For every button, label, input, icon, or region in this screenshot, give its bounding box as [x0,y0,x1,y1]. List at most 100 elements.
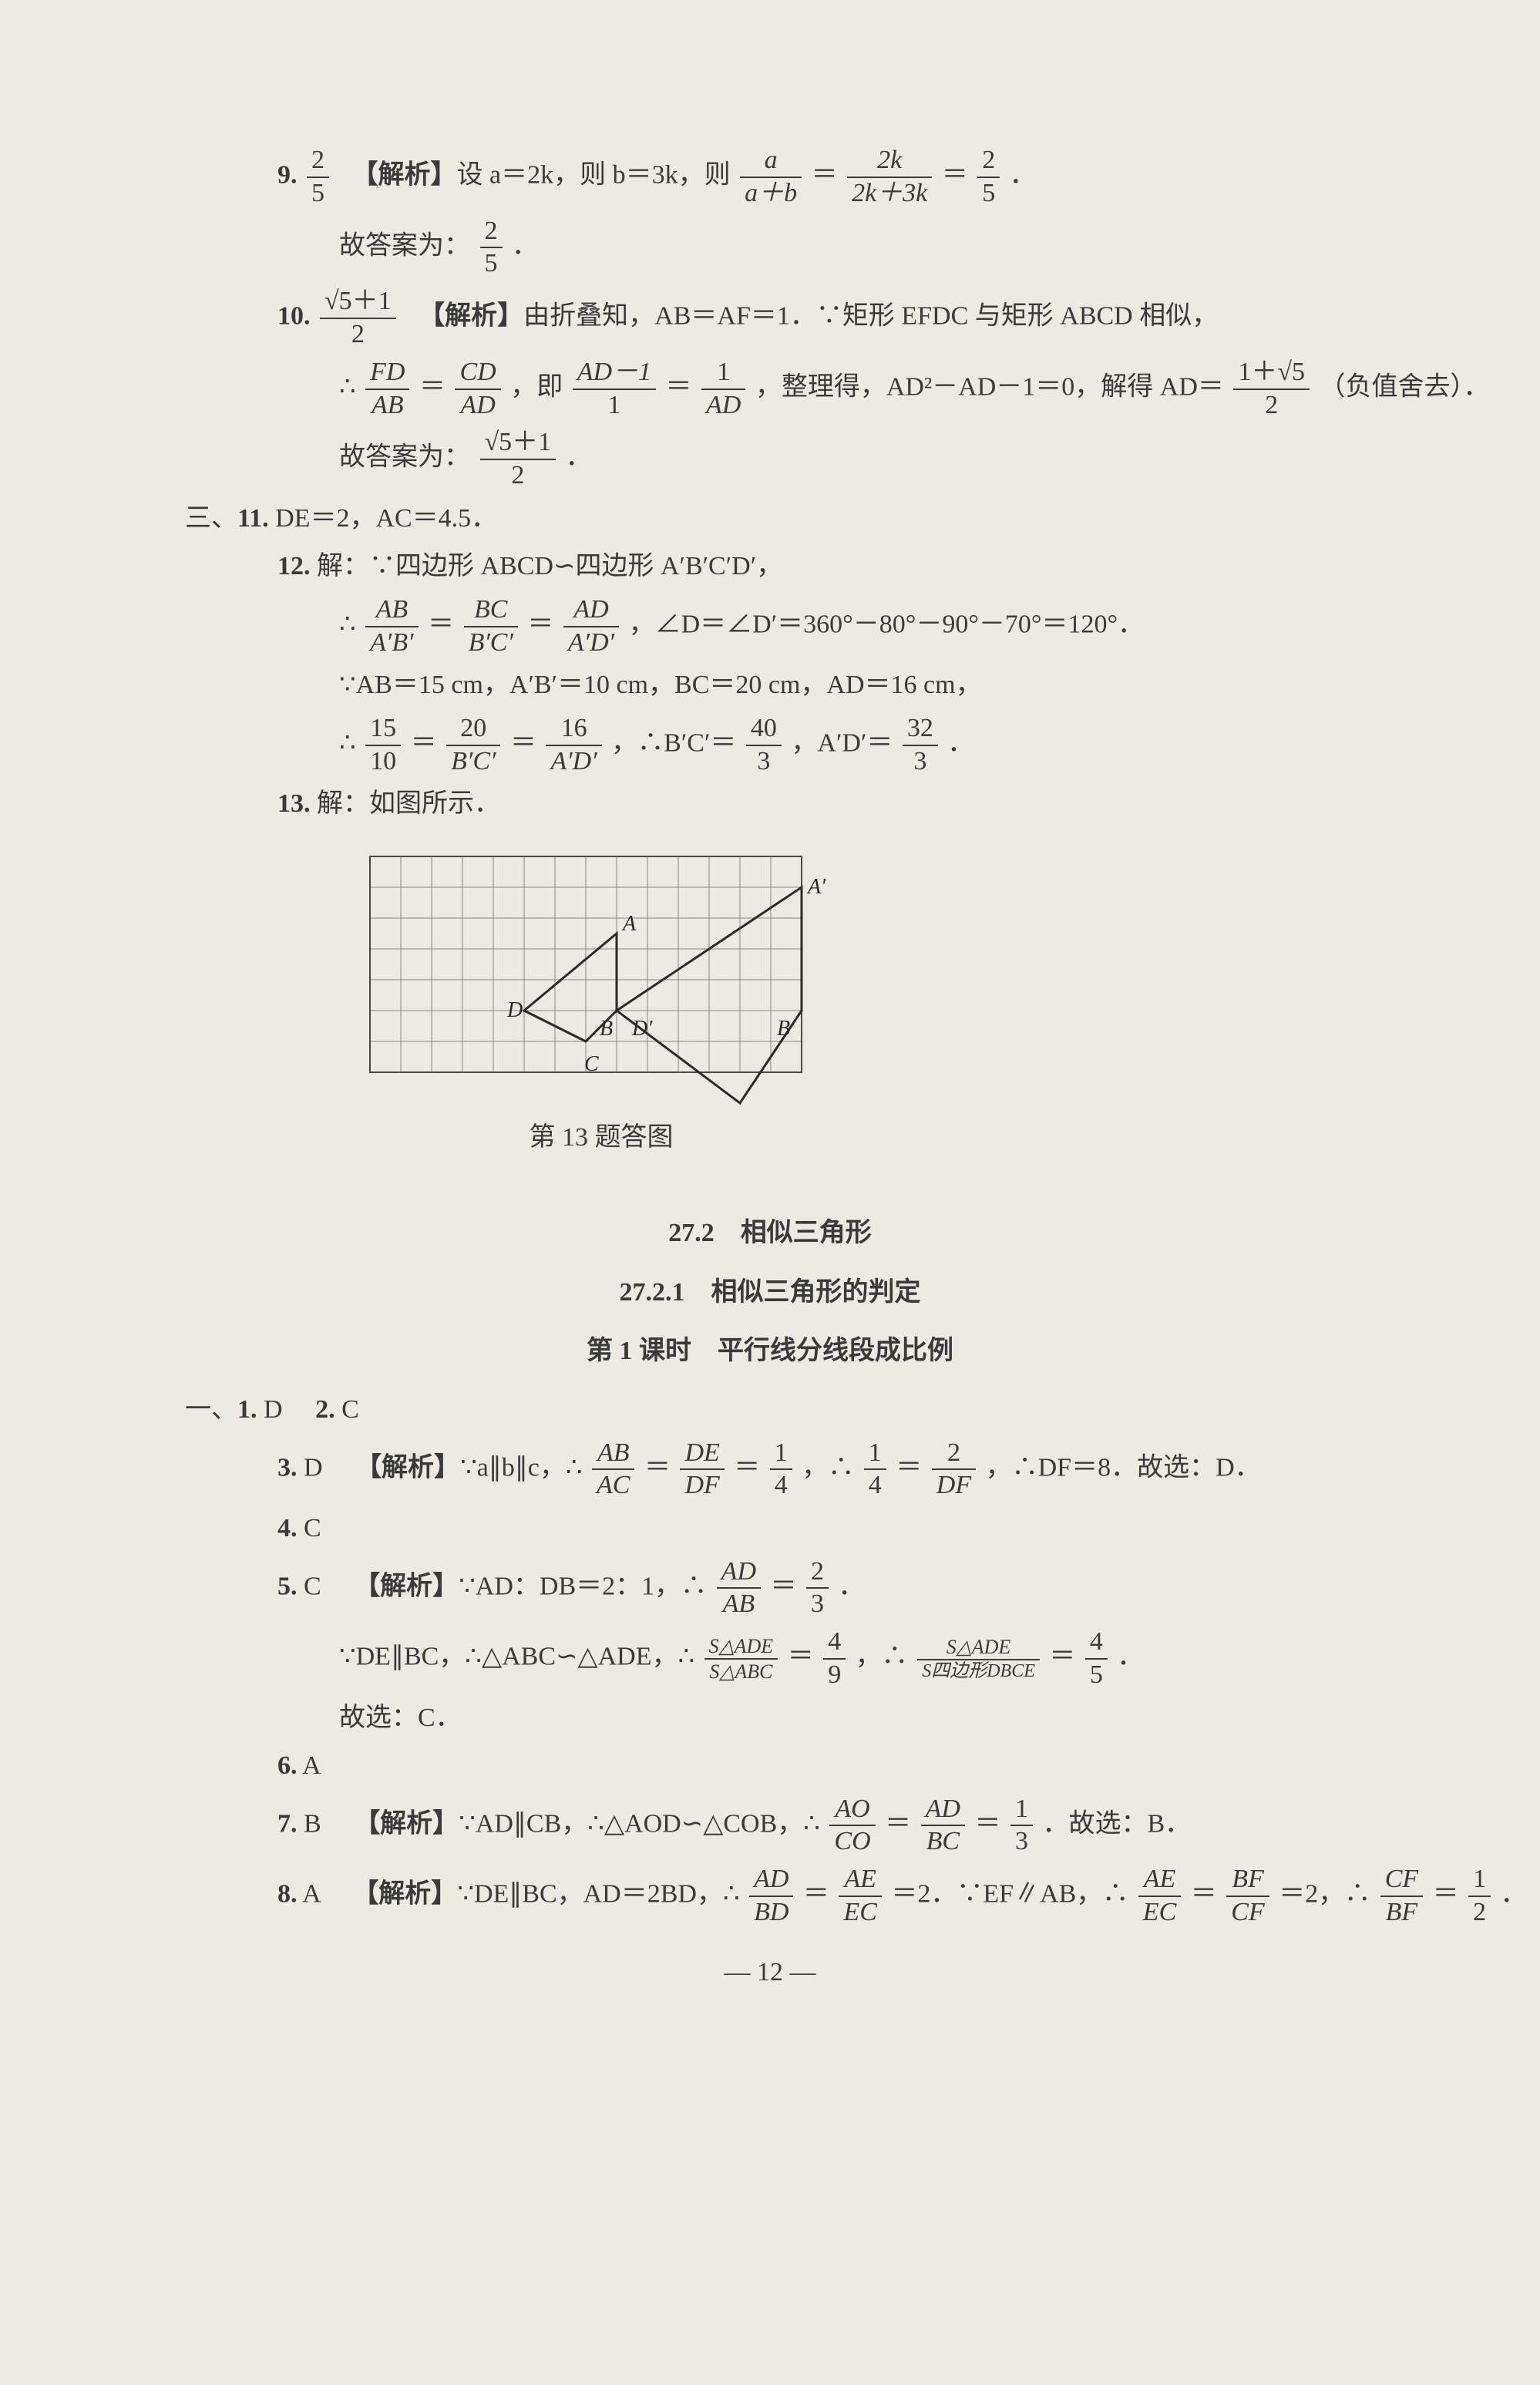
a8-frac3: AEEC [1138,1864,1181,1929]
a1-ans: D [264,1395,283,1424]
a6-ans: A [302,1751,321,1780]
a6-line: 6. A [123,1745,1417,1787]
eq: ＝ [428,610,454,638]
q12-line3: ∵AB＝15 cm，A′B′＝10 cm，BC＝20 cm，AD＝16 cm， [123,664,1417,706]
q11-label: 11. [237,504,269,533]
q10-line3: 故答案为： √5＋12 ． [123,427,1417,492]
a5-text1: ∵AD：DB＝2：1，∴ [459,1572,707,1600]
q10-line2: ∴ FDAB ＝ CDAD ，即 AD－11 ＝ 1AD ，整理得，AD²－AD… [123,357,1417,422]
therefore: ∴ [339,728,356,757]
section-heading-1: 27.2 相似三角形 [123,1213,1417,1254]
a5-label: 5. [277,1572,298,1600]
a5-frac2: 23 [806,1556,829,1621]
q10-text4: （负值舍去）． [1320,372,1490,401]
therefore: ∴ [339,372,356,401]
svg-text:B: B [600,1017,613,1041]
q12-fracBC: 403 [746,713,782,778]
a7-frac1: AOCO [829,1794,875,1859]
a8-label: 8. [277,1880,298,1909]
period: ． [1501,1880,1527,1909]
q12-line2: ∴ ABA′B′ ＝ BCB′C′ ＝ ADA′D′ ，∠D＝∠D′＝360°－… [123,594,1417,659]
part2-prefix: 一、 [185,1395,237,1424]
a3-text3: ，∴DF＝8．故选：D． [986,1453,1261,1482]
q9-text1: 设 a＝2k，则 b＝3k，则 [457,161,731,190]
q10-answer-frac: √5＋12 [320,286,396,351]
a3-text2: ，∴ [802,1453,854,1482]
section3-prefix: 三、 [185,504,237,533]
analysis-label: 【解析】 [432,302,523,331]
analysis-label: 【解析】 [354,1572,459,1600]
q12-text2: ，∠D＝∠D′＝360°－80°－90°－70°＝120°． [629,610,1145,638]
eq: ＝ [666,372,692,401]
svg-text:A: A [621,912,637,936]
q9-conclusion: 故答案为： [339,231,470,260]
q12-text5: ，A′D′＝ [791,728,893,757]
analysis-label: 【解析】 [352,1880,457,1909]
a3-ans: D [304,1453,323,1482]
a3-frac5: 2DF [932,1438,976,1502]
q9-frac2: 2k2k＋3k [847,145,932,210]
q12-text3: ∵AB＝15 cm，A′B′＝10 cm，BC＝20 cm，AD＝16 cm， [339,671,982,699]
q9-line1: 9. 25 【解析】设 a＝2k，则 b＝3k，则 aa＋b ＝ 2k2k＋3k… [123,145,1417,210]
eq: ＝ [885,1809,911,1838]
eq: ＝ [1049,1643,1075,1671]
page-number: — 12 — [123,1952,1417,1993]
q12-frac2: BCB′C′ [464,594,518,659]
a1-a2-line: 一、1. D 2. C [123,1389,1417,1431]
q12-frac4: 1510 [365,713,401,778]
eq: ＝ [771,1572,797,1600]
analysis-label: 【解析】 [365,161,457,190]
q10-line1: 10. √5＋12 【解析】由折叠知，AB＝AF＝1．∵矩形 EFDC 与矩形 … [123,286,1417,351]
period: ． [1010,161,1036,190]
a7-text1: ∵AD∥CB，∴△AOD∽△COB，∴ [459,1809,820,1838]
q13-line: 13. 解：如图所示． [123,783,1417,825]
eq: ＝ [411,728,437,757]
a8-text2: ＝2．∵EF∥AB，∴ [891,1880,1128,1909]
eq: ＝ [896,1453,922,1482]
q13-text: 解：如图所示． [317,789,500,818]
q10-conclusion: 故答案为： [339,443,470,472]
period: ． [947,728,973,757]
a6-label: 6. [277,1751,298,1780]
q10-label: 10. [277,302,311,331]
analysis-label: 【解析】 [354,1809,459,1838]
eq: ＝ [942,161,968,190]
a8-line: 8. A 【解析】∵DE∥BC，AD＝2BD，∴ ADBD ＝ AEEC ＝2．… [123,1864,1417,1929]
svg-text:B′: B′ [777,1017,795,1041]
a8-frac6: 12 [1468,1864,1491,1929]
q10-frac5: 1＋√52 [1233,357,1310,422]
analysis-label: 【解析】 [355,1453,460,1482]
eq: ＝ [788,1643,814,1671]
svg-text:A′: A′ [806,875,826,899]
a7-label: 7. [277,1809,298,1838]
section-heading-3: 第 1 课时 平行线分线段成比例 [123,1330,1417,1372]
q12-line4: ∴ 1510 ＝ 20B′C′ ＝ 16A′D′ ，∴B′C′＝ 403 ，A′… [123,713,1417,778]
q10-text1: 由折叠知，AB＝AF＝1．∵矩形 EFDC 与矩形 ABCD 相似， [523,302,1218,331]
a4-label: 4. [277,1514,298,1542]
q9-label: 9. [277,161,298,190]
q10-text2: ，即 [510,372,563,401]
a3-text1: ∵a∥b∥c，∴ [460,1453,582,1482]
a8-text1: ∵DE∥BC，AD＝2BD，∴ [457,1880,739,1909]
a5-line2-pre: ∵DE∥BC，∴△ABC∽△ADE，∴ [339,1643,694,1671]
q10-text3: ，整理得，AD²－AD－1＝0，解得 AD＝ [755,372,1224,401]
a3-frac1: ABAC [592,1438,634,1502]
q12-text4: ，∴B′C′＝ [611,728,736,757]
a8-ans: A [302,1880,320,1909]
q12-label: 12. [277,552,311,580]
period: ． [566,443,592,472]
q9-answer-frac: 25 [307,145,329,210]
eq: ＝ [510,728,536,757]
a4-ans: C [304,1514,321,1542]
q10-conc-frac: √5＋12 [480,427,556,492]
a7-ans: B [304,1809,321,1838]
a5-line1: 5. C 【解析】∵AD：DB＝2：1，∴ ADAB ＝ 23 ． [123,1556,1417,1621]
q13-label: 13. [277,789,311,818]
a5-line3: 故选：C． [123,1697,1417,1739]
a8-frac1: ADBD [749,1864,793,1929]
eq: ＝ [974,1809,1000,1838]
svg-text:D′: D′ [631,1017,653,1041]
q12-frac1: ABA′B′ [365,594,418,659]
a2-label: 2. [315,1395,335,1424]
eq: ＝ [1191,1880,1217,1909]
